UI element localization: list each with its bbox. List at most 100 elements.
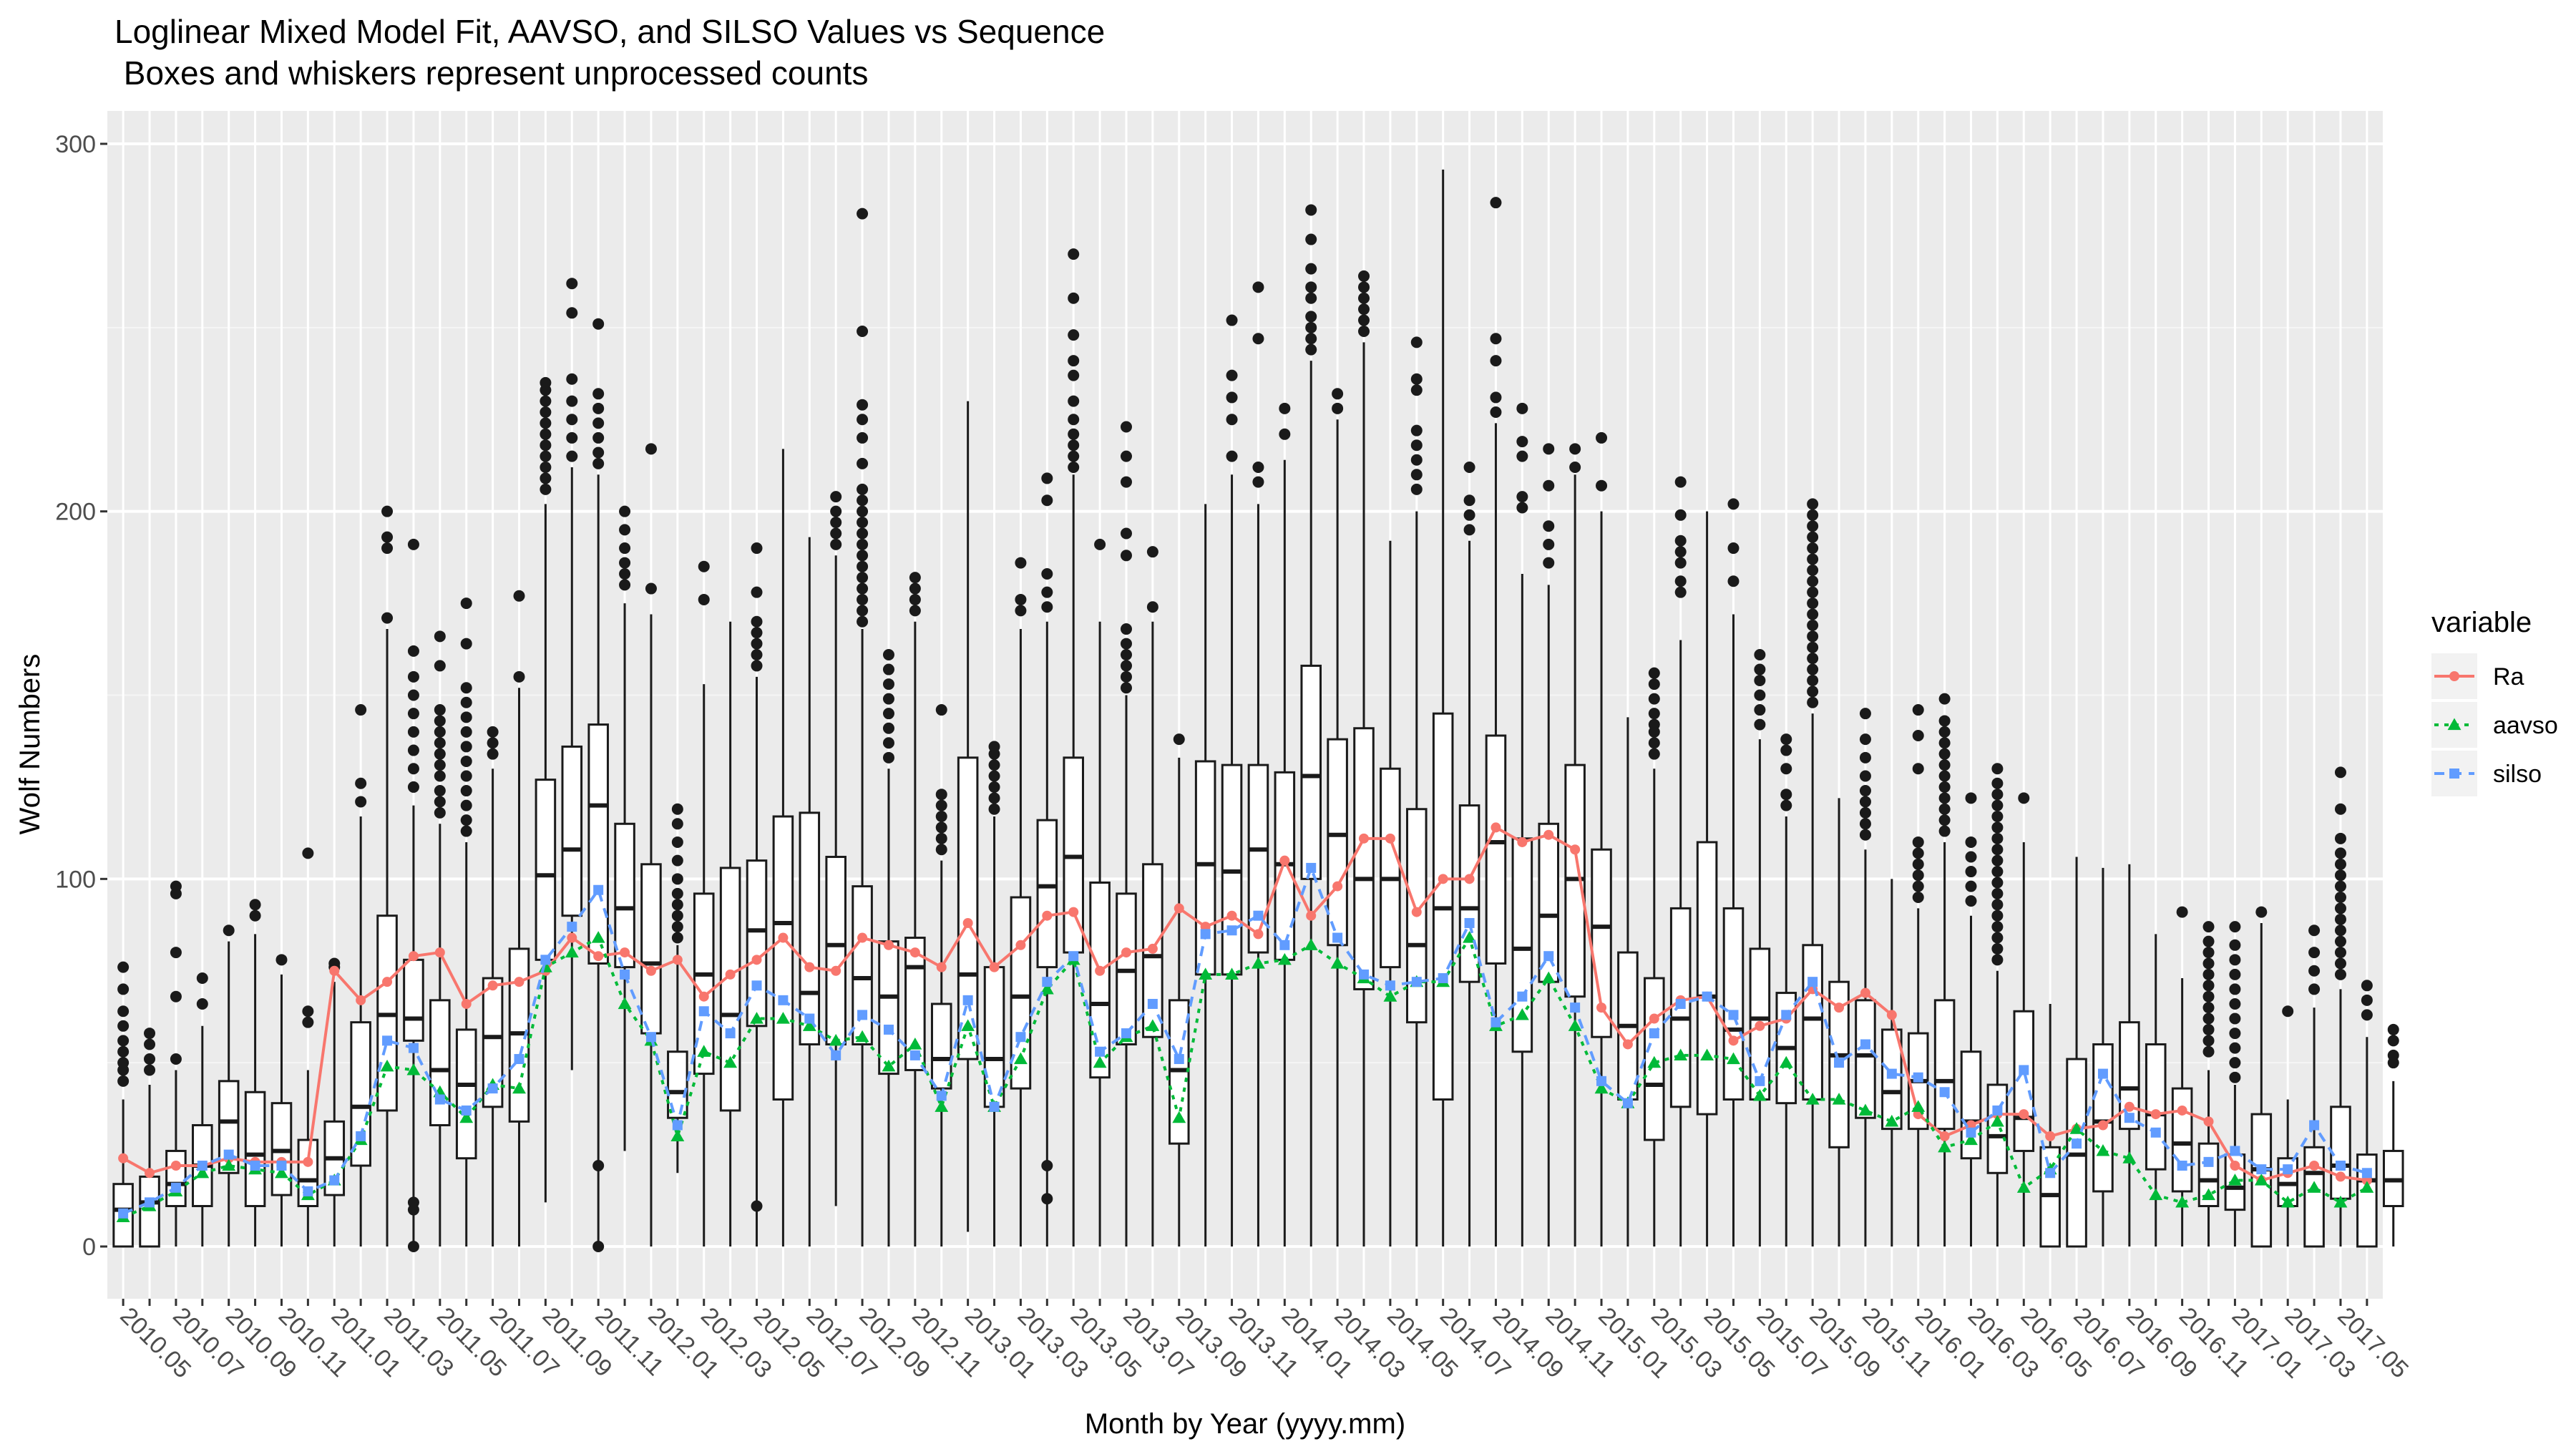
box-plot [587,318,609,1252]
outlier-point [1965,851,1977,863]
series-point [804,962,815,972]
outlier-point [1807,564,1819,576]
outlier-point [1146,601,1158,613]
outlier-point [2361,980,2373,992]
outlier-point [1490,197,1502,209]
outlier-point [460,638,472,650]
outlier-point [1305,321,1317,333]
series-point [1464,874,1475,884]
series-point [750,1012,763,1024]
outlier-point [1015,557,1027,569]
box-plot [799,537,821,1246]
series-point [1727,1052,1740,1065]
series-point [1093,1055,1107,1068]
box-plot [1221,314,1243,1246]
outlier-point [1410,469,1423,481]
outlier-point [144,1038,156,1050]
series-point [1174,1054,1184,1065]
box-iqr [482,977,504,1108]
outlier-point [988,741,1000,753]
outlier-point [487,726,499,738]
outlier-point [1358,303,1370,316]
series-point [2449,769,2459,779]
series-point [591,931,605,943]
series-point [1781,1010,1792,1020]
box-plot [957,401,979,1232]
series-point [2175,1195,2190,1208]
outlier-point [1332,402,1344,414]
series-point [1990,1114,2004,1127]
outlier-point [1463,462,1475,474]
outlier-point [1859,751,1871,763]
series-point [2449,671,2459,681]
outlier-point [1674,509,1687,521]
outlier-point [830,538,842,550]
outlier-point [407,689,419,701]
y-tick-label: 100 [55,866,96,893]
outlier-point [1912,763,1924,775]
outlier-point [2202,1023,2215,1035]
outlier-point [1463,524,1475,536]
outlier-point [751,1200,763,1212]
series-point [170,1160,181,1171]
outlier-point [2334,947,2346,959]
series-point [461,998,472,1009]
outlier-point [566,373,578,385]
series-point [275,1166,288,1179]
outlier-point [540,472,552,484]
outlier-point [988,759,1000,771]
box-plot [1907,704,1929,1246]
outlier-point [935,821,947,834]
outlier-point [857,572,869,584]
series-point [2360,1181,2374,1193]
series-point [672,955,683,965]
series-point [1438,973,1448,984]
outlier-point [2202,990,2215,1002]
outlier-point [2334,968,2346,980]
outlier-point [830,527,842,540]
outlier-point [2361,1009,2373,1021]
box-plot [1116,421,1137,1246]
outlier-point [407,645,419,657]
outlier-point [566,278,578,290]
series-point [1807,977,1818,987]
series-point [883,940,894,950]
outlier-point [407,538,419,550]
outlier-point [355,796,367,808]
series-point [2150,1127,2161,1138]
outlier-point [1938,814,1951,826]
outlier-point [381,505,394,517]
series-point [620,947,630,958]
box-plot [772,449,794,1246]
outlier-point [830,517,842,529]
outlier-point [2202,1002,2215,1014]
outlier-point [1991,899,2004,911]
outlier-point [857,593,869,605]
outlier-point [434,759,446,771]
outlier-point [566,450,578,462]
outlier-point [1516,402,1528,414]
box-plot [1036,472,1058,1246]
outlier-point [540,450,552,462]
series-point [406,1063,421,1075]
series-point [1939,1087,1950,1098]
series-point [1279,855,1290,866]
series-point [1146,1019,1160,1031]
outlier-point [1490,355,1502,367]
box-iqr [561,745,583,917]
outlier-point [1754,648,1766,660]
outlier-point [1991,866,2004,878]
box-plot [719,621,741,1246]
outlier-point [2387,1049,2399,1061]
outlier-point [671,873,683,885]
series-point [2447,718,2462,731]
outlier-point [1543,557,1555,569]
outlier-point [2308,983,2321,995]
outlier-point [1912,892,1924,904]
box-plot [1458,462,1480,1246]
outlier-point [830,491,842,503]
outlier-point [460,825,472,837]
outlier-point [407,726,419,738]
outlier-point [1041,1159,1053,1171]
outlier-point [2229,1057,2241,1069]
